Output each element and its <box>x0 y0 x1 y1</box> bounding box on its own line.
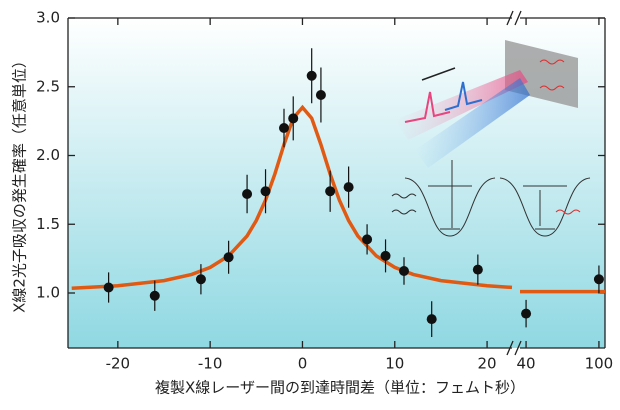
data-point <box>472 264 483 275</box>
x-tick-label: -20 <box>106 355 131 373</box>
y-tick-label: 3.0 <box>36 9 60 27</box>
y-tick-label: 2.0 <box>36 146 60 164</box>
data-point <box>380 250 391 261</box>
x-tick-label: 100 <box>585 355 614 373</box>
data-point <box>426 314 437 325</box>
x-tick-label: -10 <box>198 355 223 373</box>
axis-break <box>506 10 522 356</box>
data-point <box>521 308 532 319</box>
data-point <box>223 252 234 263</box>
data-point <box>260 186 271 197</box>
data-point <box>343 182 354 193</box>
data-point <box>242 189 253 199</box>
x-tick-label: 40 <box>517 355 536 373</box>
data-point <box>593 274 604 285</box>
x-tick-label: 20 <box>478 355 497 373</box>
x-tick-label: 0 <box>298 355 308 373</box>
data-point <box>288 113 299 124</box>
data-point <box>195 274 206 285</box>
data-point <box>103 282 114 293</box>
data-point <box>362 234 373 245</box>
y-axis-label: X線2光子吸収の発生確率（任意単位） <box>11 53 29 313</box>
y-tick-label: 2.5 <box>36 77 60 95</box>
data-point <box>149 290 160 301</box>
x-tick-label: 10 <box>385 355 404 373</box>
data-point <box>325 186 336 197</box>
y-tick-label: 1.5 <box>36 215 60 233</box>
fit-line <box>71 104 513 291</box>
data-point <box>315 90 326 100</box>
illustration <box>391 40 591 237</box>
data-point <box>306 70 317 81</box>
data-point <box>399 266 409 276</box>
data-point <box>279 123 289 133</box>
y-tick-label: 1.0 <box>36 284 60 302</box>
x-axis-label: 複製X線レーザー間の到達時間差（単位：フェムト秒） <box>155 379 525 397</box>
